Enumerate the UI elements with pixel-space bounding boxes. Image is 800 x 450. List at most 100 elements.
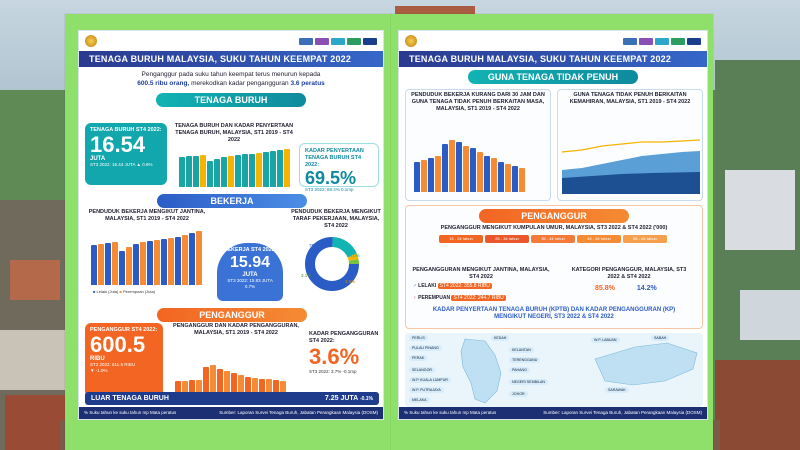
bar — [231, 373, 237, 395]
poster-title: TENAGA BURUH MALAYSIA, SUKU TAHUN KEEMPA… — [79, 51, 383, 67]
state-label: TERENGGANU — [509, 357, 541, 363]
bar — [147, 241, 153, 285]
footer: % Suku tahun ke suku tahun mp Mata perat… — [79, 407, 383, 419]
state-label: SARAWAK — [605, 387, 629, 393]
malaysia-state-map: PERLIS KEDAH PULAU PINANG PERAK KELANTAN… — [405, 333, 703, 407]
bar — [207, 161, 213, 187]
gtp-time-bar-chart — [414, 132, 525, 192]
legend-swatch-female: ■ — [119, 289, 122, 294]
age-group: 35 - 44 tahun — [531, 235, 575, 243]
bar — [214, 159, 220, 187]
bar — [256, 153, 262, 187]
bar — [161, 239, 167, 285]
bar — [224, 371, 230, 395]
age-group: 15 - 24 tahun — [439, 235, 483, 243]
bar — [140, 242, 146, 285]
state-label: W.P. LABUAN — [591, 337, 620, 343]
section-tenaga-buruh: TENAGA BURUH — [156, 93, 306, 107]
bar — [196, 380, 202, 395]
down-arrow-icon: ▼ — [90, 368, 95, 373]
bar — [196, 231, 202, 285]
tenaga-buruh-bar-chart — [179, 147, 290, 187]
bekerja-legend: ■ Lelaki (Juta) ■ Perempuan (Juta) — [93, 289, 156, 294]
bar — [435, 156, 441, 192]
partner-logos — [299, 37, 377, 45]
penganggur-bar-chart — [175, 353, 286, 395]
tenaga-buruh-card: TENAGA BURUH ST4 2022: 16.54 JUTA ST3 20… — [85, 123, 167, 185]
state-label: SABAH — [651, 335, 670, 341]
kategori-title: KATEGORI PENGANGGUR, MALAYSIA, ST3 2022 … — [571, 267, 687, 280]
female-icon: ♀ — [413, 295, 417, 301]
gtp-skill-area-chart — [562, 139, 700, 194]
bar — [245, 377, 251, 395]
penganggur-panel: PENGANGGUR PENGANGGUR MENGIKUT KUMPULAN … — [405, 205, 703, 329]
poster-title: TENAGA BURUH MALAYSIA, SUKU TAHUN KEEMPA… — [399, 51, 707, 67]
bar — [266, 379, 272, 395]
gender-title: PENGANGGURAN MENGIKUT JANTINA, MALAYSIA,… — [412, 267, 550, 280]
bar — [200, 155, 206, 187]
penganggur-chart-title: PENGANGGUR DAN KADAR PENGANGGURAN, MALAY… — [173, 323, 299, 336]
bar — [442, 144, 448, 192]
gtp-skill-panel: GUNA TENAGA TIDAK PENUH BERKAITAN KEMAHI… — [557, 89, 703, 201]
bar — [235, 155, 241, 187]
bar — [105, 243, 111, 285]
bar — [414, 162, 420, 192]
poster-left: TENAGA BURUH MALAYSIA, SUKU TAHUN KEEMPA… — [78, 30, 384, 420]
bar — [277, 150, 283, 187]
bar — [189, 380, 195, 395]
bar — [154, 240, 160, 285]
bar — [280, 381, 286, 395]
legend-swatch-male: ■ — [93, 289, 96, 294]
section-penganggur-right: PENGANGGUR — [479, 209, 629, 223]
bar — [182, 235, 188, 285]
bar — [463, 146, 469, 192]
malaysia-map-shape — [460, 338, 698, 404]
age-group: 55 - 64 tahun — [623, 235, 667, 243]
bar — [179, 157, 185, 187]
bar — [242, 154, 248, 187]
bar — [519, 168, 525, 192]
bar — [428, 158, 434, 192]
luar-tenaga-buruh-bar: LUAR TENAGA BURUH 7.25 JUTA -0.1% — [85, 392, 379, 405]
state-label: PAHANG — [509, 367, 530, 373]
bar — [477, 152, 483, 192]
logo-bar — [79, 31, 383, 51]
bar — [98, 244, 104, 285]
section-penganggur: PENGANGGUR — [157, 308, 307, 322]
bar — [270, 151, 276, 187]
state-label: W.P. KUALA LUMPUR — [409, 377, 451, 383]
logo-bar — [399, 31, 707, 51]
bar — [505, 164, 511, 192]
tenaga-buruh-value: 16.54 — [90, 132, 146, 157]
bar — [263, 152, 269, 187]
kadar-pengangguran-card: KADAR PENGANGGURAN ST4 2022: 3.6% ST3 20… — [309, 331, 381, 374]
up-arrow-icon: ▲ — [136, 162, 141, 167]
bar — [182, 381, 188, 395]
bar — [189, 233, 195, 285]
crest-logo — [85, 35, 97, 47]
donut-label: 18.0% — [347, 253, 360, 258]
bekerja-card: BEKERJA ST4 2022: 15.94 JUTA ST3 2022: 1… — [217, 243, 283, 301]
kptb-value: 69.5% — [305, 168, 357, 188]
state-label: JOHOR — [509, 391, 528, 397]
donut-label: 3.6% — [345, 279, 355, 284]
bar — [238, 375, 244, 395]
gtp-time-panel: PENDUDUK BEKERJA KURANG DARI 30 JAM DAN … — [405, 89, 551, 201]
bar — [112, 242, 118, 285]
penganggur-card: PENGANGGUR ST4 2022: 600.5 RIBU ST3 2022… — [85, 323, 163, 397]
taraf-pekerjaan-title: PENDUDUK BEKERJA MENGIKUT TARAF PEKERJAA… — [291, 209, 381, 229]
age-group: 25 - 34 tahun — [485, 235, 529, 243]
bar — [193, 156, 199, 187]
bar — [168, 238, 174, 285]
state-label: KEDAH — [491, 335, 510, 341]
age-group-labels: 15 - 24 tahun 25 - 34 tahun 35 - 44 tahu… — [439, 235, 667, 243]
partner-logos — [623, 37, 701, 45]
state-label: SELANGOR — [409, 367, 435, 373]
bar — [284, 149, 290, 187]
state-label: W.P. PUTRAJAYA — [409, 387, 444, 393]
taraf-pekerjaan-donut: 75.3% 18.0% 3.6% 3.1% — [301, 237, 360, 291]
bar — [449, 140, 455, 192]
bar — [512, 166, 518, 192]
bekerja-bar-chart — [91, 227, 202, 285]
bar — [221, 157, 227, 187]
